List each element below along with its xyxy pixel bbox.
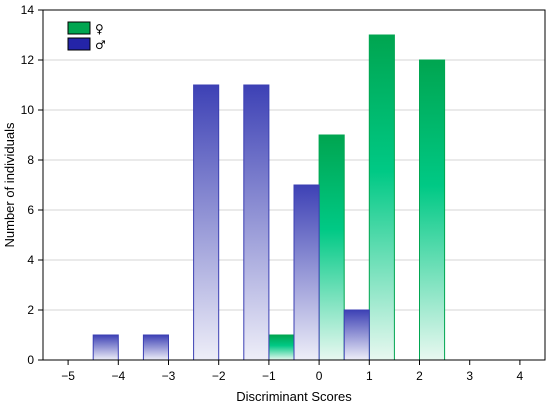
bar-female	[318, 134, 345, 361]
x-tick-label: 3	[466, 369, 473, 383]
plot-frame	[42, 9, 546, 361]
legend-swatch-male	[67, 37, 91, 51]
legend-swatch-female	[67, 21, 91, 35]
legend: ♀ ♂	[67, 21, 106, 52]
x-tick-label: −5	[61, 369, 75, 383]
bar-female	[268, 334, 295, 361]
x-tick-label: −4	[111, 369, 125, 383]
y-tick-label: 6	[27, 203, 34, 217]
y-tick-label: 10	[21, 103, 35, 117]
x-tick-label: −1	[262, 369, 276, 383]
x-axis-title: Discriminant Scores	[236, 389, 352, 404]
bar-male	[92, 334, 119, 361]
bar-male	[293, 184, 320, 361]
bar-male	[142, 334, 169, 361]
y-tick-label: 14	[21, 3, 35, 17]
bar-female	[419, 59, 446, 361]
bars	[92, 34, 446, 361]
bar-male	[343, 309, 370, 361]
x-tick-label: 1	[366, 369, 373, 383]
y-tick-label: 4	[27, 253, 34, 267]
x-tick-label: 0	[316, 369, 323, 383]
x-tick-label: 2	[416, 369, 423, 383]
x-tick-label: −2	[212, 369, 226, 383]
y-tick-label: 0	[27, 353, 34, 367]
x-tick-label: −3	[162, 369, 176, 383]
y-tick-label: 2	[27, 303, 34, 317]
y-tick-label: 12	[21, 53, 35, 67]
bar-male	[243, 84, 270, 361]
bar-female	[368, 34, 395, 361]
legend-label-female: ♀	[95, 22, 104, 36]
y-tick-label: 8	[27, 153, 34, 167]
bar-male	[193, 84, 220, 361]
y-axis-title: Number of individuals	[2, 122, 17, 248]
legend-label-male: ♂	[95, 38, 106, 52]
ticks	[38, 9, 521, 365]
x-tick-label: 4	[517, 369, 524, 383]
